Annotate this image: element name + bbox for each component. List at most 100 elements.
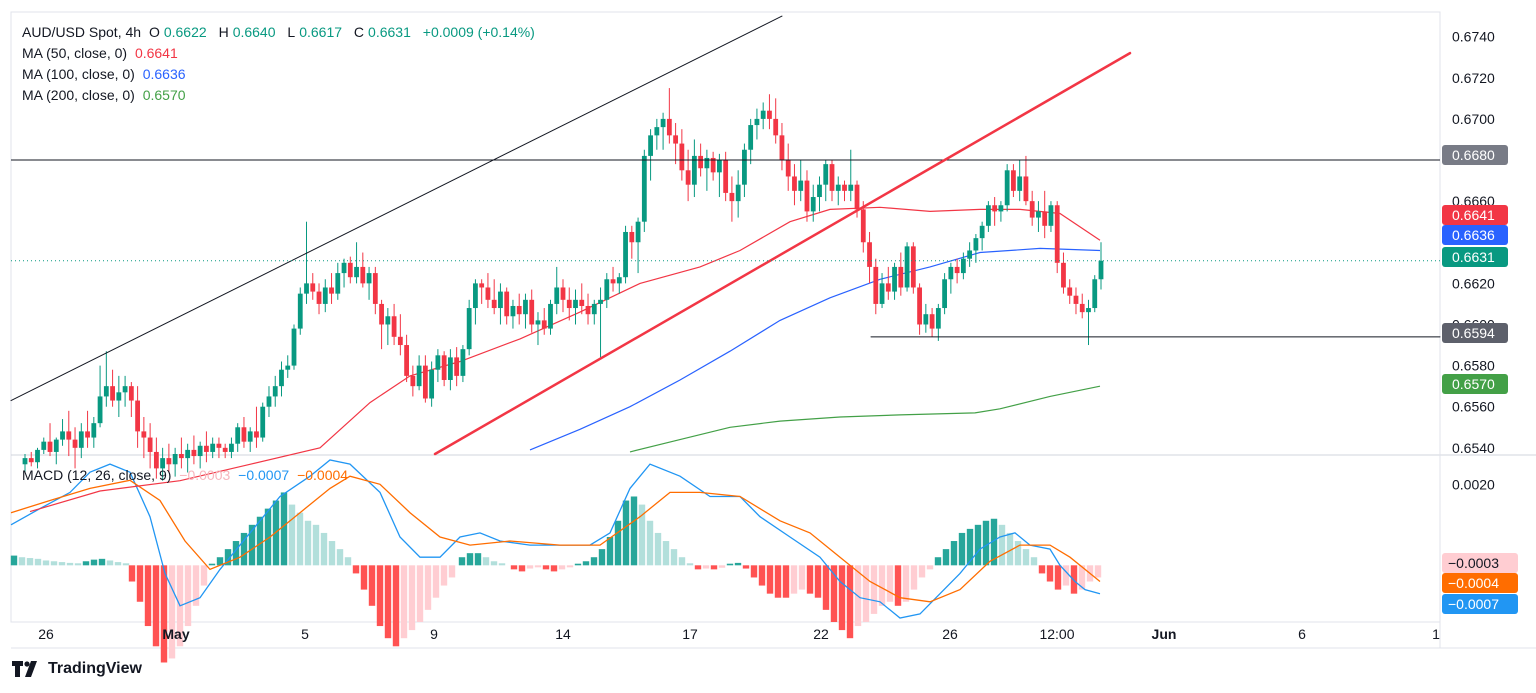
macd-histogram-bar bbox=[942, 549, 950, 566]
candle bbox=[504, 287, 510, 325]
candle-body bbox=[473, 283, 478, 309]
candle bbox=[742, 143, 747, 198]
macd-histogram-bar bbox=[886, 565, 894, 602]
macd-histogram-bar bbox=[90, 559, 98, 566]
candle-body bbox=[379, 303, 384, 325]
macd-label-box bbox=[1442, 594, 1518, 614]
macd-histogram-bar bbox=[208, 563, 216, 566]
candle-body bbox=[447, 357, 453, 380]
candle-body bbox=[341, 262, 347, 274]
candle bbox=[404, 334, 410, 383]
macd-histogram-bar bbox=[232, 541, 240, 566]
candle bbox=[760, 102, 766, 130]
candle bbox=[867, 231, 872, 284]
candle bbox=[429, 361, 435, 407]
candle bbox=[397, 314, 403, 356]
candle bbox=[842, 180, 847, 202]
price-label-text: 0.6594 bbox=[1452, 325, 1495, 341]
ohlc-close: C 0.6631 bbox=[353, 24, 411, 40]
candle-body bbox=[103, 386, 109, 397]
candle-body bbox=[904, 246, 910, 288]
candle-body bbox=[1079, 303, 1085, 313]
candle bbox=[554, 266, 560, 315]
candle-body bbox=[141, 431, 147, 438]
legend-ma100[interactable]: MA (100, close, 0) 0.6636 bbox=[22, 64, 190, 84]
macd-histogram-bar bbox=[926, 565, 934, 570]
candle bbox=[1023, 155, 1029, 206]
macd-histogram-bar bbox=[184, 565, 192, 627]
macd-histogram-bar bbox=[902, 565, 910, 602]
macd-histogram-bar bbox=[646, 520, 654, 566]
candle bbox=[616, 273, 622, 294]
candle-body bbox=[404, 345, 410, 376]
candle bbox=[767, 94, 772, 130]
candle-body bbox=[929, 314, 935, 329]
candle-body bbox=[516, 305, 522, 315]
candle bbox=[516, 293, 522, 325]
macd-histogram-bar bbox=[1014, 541, 1022, 566]
candle-body bbox=[279, 369, 284, 387]
candle-body bbox=[579, 299, 585, 306]
macd-histogram-bar bbox=[558, 565, 566, 570]
ma100-line bbox=[529, 247, 1101, 451]
price-label-text: 0.6636 bbox=[1452, 227, 1495, 243]
candle-body bbox=[397, 336, 403, 346]
candle-body bbox=[616, 277, 622, 284]
candle bbox=[97, 365, 103, 428]
candle bbox=[892, 262, 897, 300]
candle bbox=[585, 293, 591, 325]
candle-body bbox=[623, 231, 628, 278]
candle-body bbox=[704, 157, 710, 169]
candle-body bbox=[698, 155, 704, 169]
macd-histogram-bar bbox=[798, 565, 806, 590]
candle bbox=[573, 289, 578, 325]
legend-ma50[interactable]: MA (50, close, 0) 0.6641 bbox=[22, 43, 182, 63]
candle bbox=[960, 252, 966, 280]
candle bbox=[548, 299, 553, 335]
macd-line-value: −0.0007 bbox=[238, 467, 290, 483]
candle bbox=[279, 361, 284, 397]
candle-body bbox=[641, 155, 647, 222]
candle-body bbox=[917, 287, 922, 325]
candle bbox=[47, 423, 53, 457]
candle-body bbox=[510, 305, 516, 317]
legend-macd[interactable]: MACD (12, 26, close, 9) −0.0003 −0.0007 … bbox=[22, 465, 352, 485]
macd-histogram-bar bbox=[416, 565, 424, 622]
level-low-price-label: 0.6594 bbox=[1442, 323, 1508, 343]
candle bbox=[53, 437, 59, 465]
legend-price: AUD/USD Spot, 4h O 0.6622 H 0.6640 L 0.6617… bbox=[22, 22, 539, 42]
time-tick-label: Jun bbox=[1152, 626, 1177, 642]
candle-body bbox=[28, 458, 34, 463]
legend-ma200[interactable]: MA (200, close, 0) 0.6570 bbox=[22, 85, 190, 105]
candle bbox=[641, 149, 647, 232]
candle bbox=[560, 279, 566, 313]
candle-body bbox=[166, 458, 172, 465]
symbol-title: AUD/USD Spot, 4h bbox=[22, 24, 142, 40]
macd-histogram-bar bbox=[264, 508, 272, 566]
candle bbox=[673, 123, 679, 165]
candle-body bbox=[779, 135, 785, 161]
candle bbox=[648, 129, 653, 181]
macd-histogram-bar bbox=[74, 563, 82, 566]
price-label-box bbox=[1442, 205, 1508, 225]
candle bbox=[1029, 190, 1035, 226]
candle-body bbox=[235, 427, 241, 444]
time-tick-label: 1 bbox=[1432, 626, 1440, 642]
candle bbox=[410, 365, 416, 397]
last-price-label: 0.6631 bbox=[1442, 247, 1508, 267]
candle bbox=[723, 151, 729, 202]
macd-histogram-bar bbox=[336, 549, 344, 566]
candle-body bbox=[304, 283, 309, 294]
macd-histogram-bar bbox=[574, 563, 582, 566]
footer-brand[interactable]: TradingView bbox=[12, 660, 142, 678]
candle bbox=[335, 262, 341, 300]
candle-body bbox=[792, 176, 797, 191]
macd-hist-axis-label: −0.0003 bbox=[1442, 553, 1518, 573]
macd-histogram-bar bbox=[400, 565, 408, 639]
candle-body bbox=[335, 273, 341, 294]
candle bbox=[116, 375, 122, 417]
candle bbox=[810, 184, 816, 222]
candle-body bbox=[1011, 170, 1016, 191]
macd-histogram-bar bbox=[424, 565, 432, 610]
